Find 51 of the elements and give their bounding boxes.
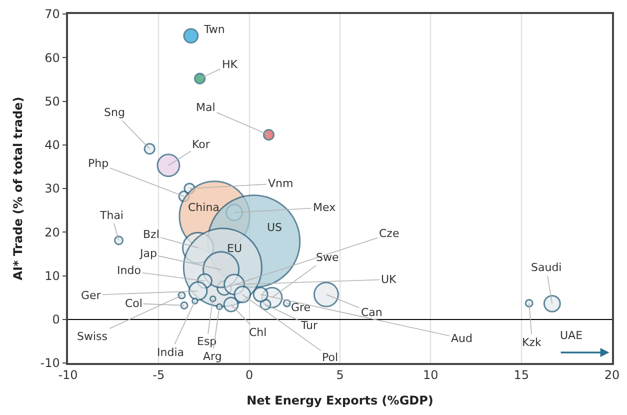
annotation: Sng	[104, 106, 125, 119]
annotation: Aud	[451, 332, 472, 345]
annotation: EU	[227, 242, 242, 255]
annotation: US	[267, 221, 282, 234]
x-tick-label: 10	[423, 368, 438, 382]
annotation: China	[188, 201, 220, 214]
annotation: Mex	[313, 201, 336, 214]
y-tick-label: 60	[44, 50, 60, 65]
annotation: Bzl	[143, 228, 160, 241]
y-tick-label: 30	[44, 182, 60, 196]
annotation: Thai	[99, 209, 124, 222]
annotation: Chl	[249, 326, 267, 339]
y-tick-label: 40	[44, 138, 60, 152]
x-tick-label: 0	[246, 368, 254, 382]
y-tick-label: 50	[44, 94, 60, 108]
annotation: India	[157, 346, 184, 359]
annotation: Swiss	[77, 330, 108, 343]
annotation: Gre	[291, 301, 311, 314]
annotation: Arg	[203, 350, 222, 363]
annotation: UK	[381, 273, 398, 286]
annotation: HK	[222, 58, 238, 71]
x-axis-title: Net Energy Exports (%GDP)	[246, 394, 434, 408]
y-axis-title: AI* Trade (% of total trade)	[11, 96, 26, 280]
annotation: Can	[361, 306, 382, 319]
annotation: Esp	[197, 335, 217, 348]
annotation: Jap	[139, 247, 157, 260]
annotation: Mal	[196, 101, 216, 114]
annotation: Swe	[316, 251, 339, 264]
annotation: Ger	[81, 289, 102, 302]
y-tick-label: 20	[44, 225, 60, 240]
annotation: Php	[88, 157, 109, 170]
annotation: Saudi	[531, 261, 562, 274]
y-tick-label: -10	[40, 356, 60, 370]
x-tick-label: 5	[336, 368, 344, 382]
y-tick-label: 0	[52, 312, 60, 327]
annotation: Kor	[192, 138, 210, 151]
annotation: Twn	[203, 23, 225, 36]
annotation: Kzk	[522, 336, 542, 349]
annotation: Vnm	[268, 177, 294, 190]
annotation: Pol	[322, 351, 338, 364]
annotation: Indo	[117, 264, 142, 277]
y-tick-label: 70	[44, 7, 60, 22]
x-tick-label: 20	[604, 368, 620, 382]
annotation: Tur	[300, 319, 318, 332]
y-tick-label: 10	[44, 268, 60, 283]
x-tick-label: -5	[152, 368, 165, 382]
x-tick-label: -10	[58, 368, 78, 382]
annotation: Cze	[379, 227, 400, 240]
x-tick-label: 15	[514, 368, 529, 382]
annotation: Col	[125, 297, 142, 310]
annotation: UAE	[560, 329, 583, 342]
